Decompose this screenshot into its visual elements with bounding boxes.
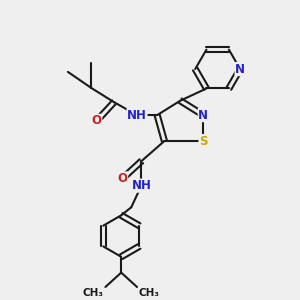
- Text: N: N: [198, 109, 208, 122]
- Text: S: S: [199, 134, 208, 148]
- Text: CH₃: CH₃: [83, 288, 104, 298]
- Text: CH₃: CH₃: [139, 288, 160, 298]
- Text: N: N: [235, 62, 245, 76]
- Text: NH: NH: [127, 109, 147, 122]
- Text: O: O: [92, 114, 102, 128]
- Text: NH: NH: [131, 179, 151, 192]
- Text: O: O: [118, 172, 128, 185]
